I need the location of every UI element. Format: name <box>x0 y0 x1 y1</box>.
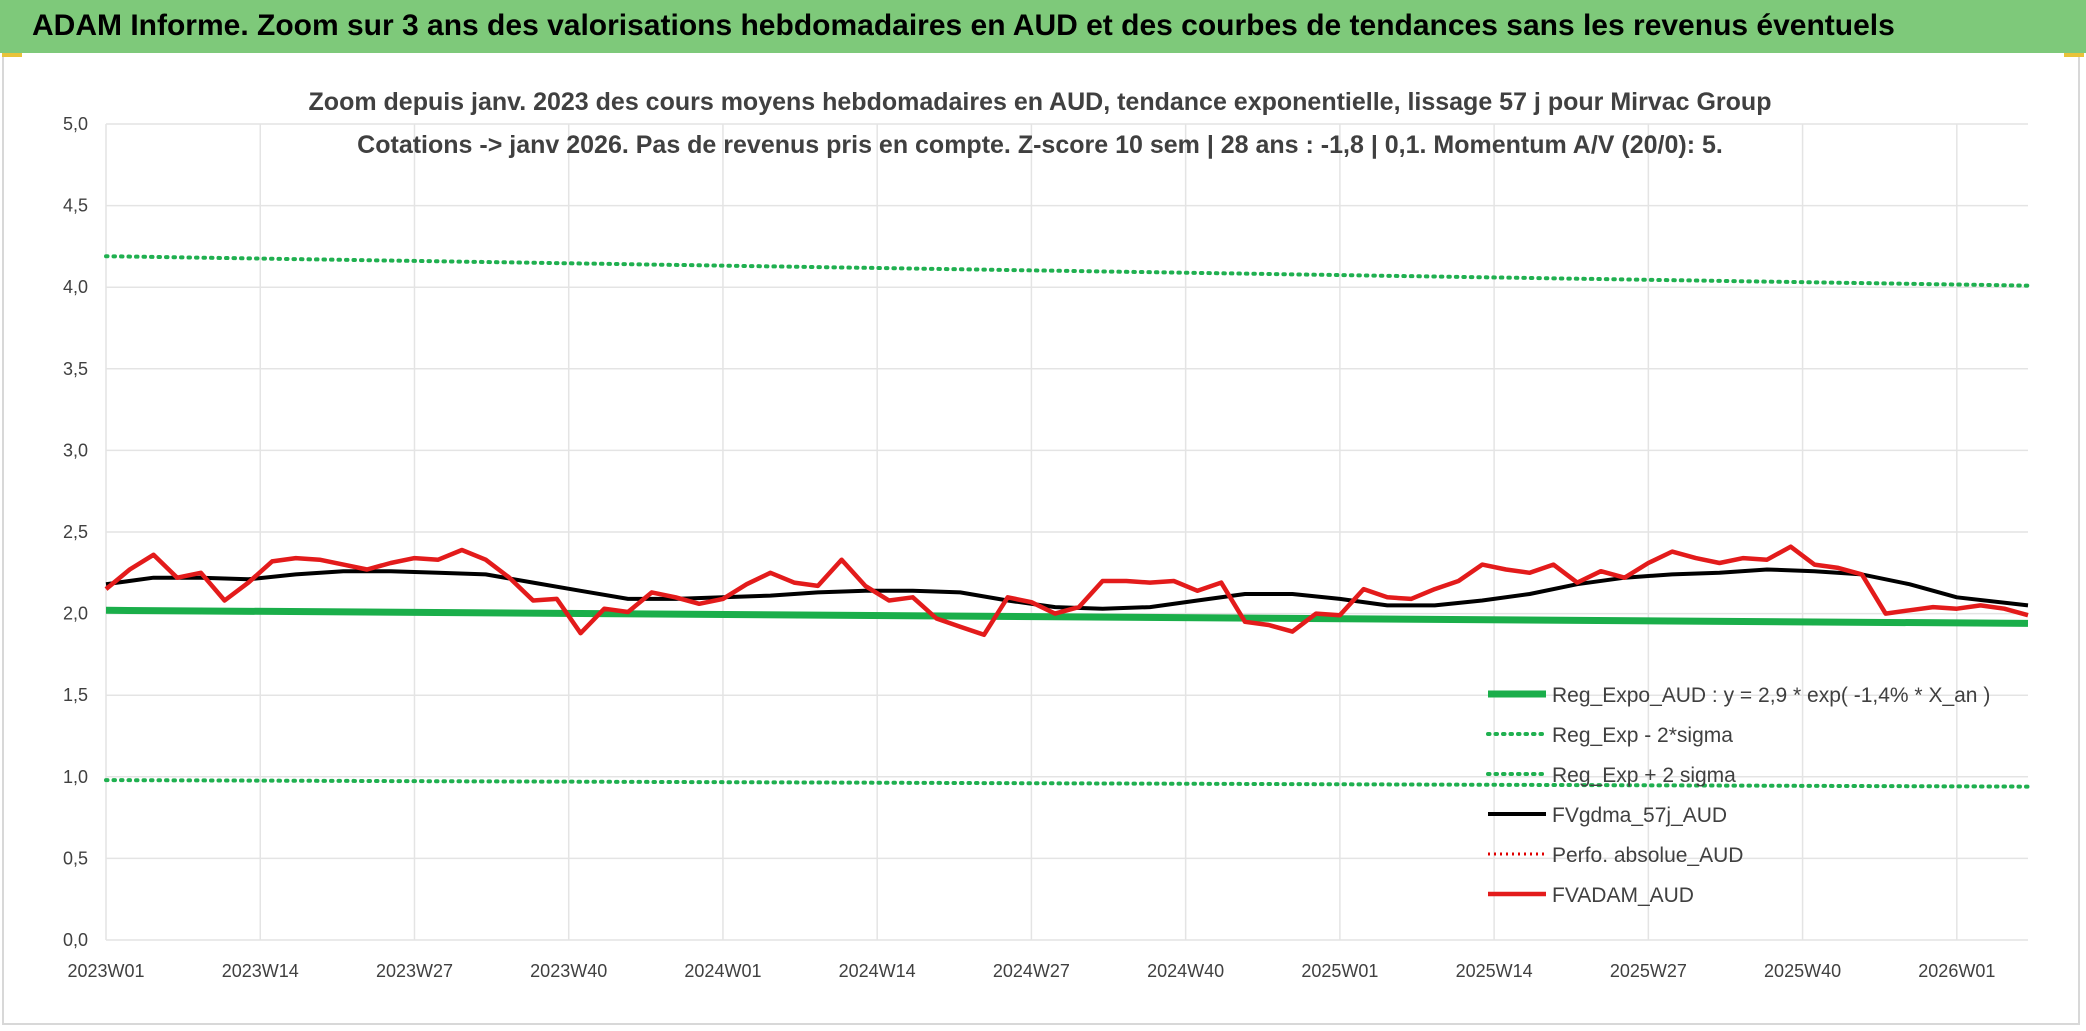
x-tick-label: 2024W14 <box>839 961 916 981</box>
y-tick-label: 0,5 <box>63 848 88 868</box>
chart-title: Zoom depuis janv. 2023 des cours moyens … <box>309 88 1772 116</box>
report-title: ADAM Informe. Zoom sur 3 ans des valoris… <box>32 9 1895 42</box>
x-tick-label: 2025W14 <box>1456 961 1533 981</box>
legend-label-reg_plus: Reg_Exp + 2 sigma <box>1552 764 1736 787</box>
y-tick-label: 1,5 <box>63 685 88 705</box>
x-axis-ticks: 2023W01 2023W14 2023W27 2023W40 2024W01 2024W… <box>67 961 1995 981</box>
series-line-fvadam <box>104 544 2029 638</box>
y-tick-label: 0,0 <box>63 930 88 950</box>
y-axis-ticks: 0,0 0,5 1,0 1,5 2,0 2,5 3,0 3,5 4,0 4,5 5,0 <box>63 114 88 950</box>
y-tick-label: 3,0 <box>63 440 88 460</box>
x-tick-label: 2024W40 <box>1147 961 1224 981</box>
legend-label-fvadam: FVADAM_AUD <box>1552 884 1694 907</box>
legend-label-fvgdma: FVgdma_57j_AUD <box>1552 804 1727 827</box>
series-line-reg_plus <box>104 254 2030 288</box>
frame-corner-left <box>2 53 22 57</box>
chart-grid <box>105 123 2028 941</box>
x-tick-label: 2025W27 <box>1610 961 1687 981</box>
chart-legend: Reg_Expo_AUD : y = 2,9 * exp( -1,4% * X_… <box>1486 684 1990 907</box>
series-line-fvgdma <box>105 567 2029 611</box>
series-line-reg_minus <box>104 778 2030 789</box>
y-tick-label: 5,0 <box>63 114 88 134</box>
chart-subtitle: Cotations -> janv 2026. Pas de revenus p… <box>357 131 1723 159</box>
legend-label-reg_expo: Reg_Expo_AUD : y = 2,9 * exp( -1,4% * X_… <box>1552 684 1990 707</box>
x-tick-label: 2025W40 <box>1764 961 1841 981</box>
x-tick-label: 2026W01 <box>1918 961 1995 981</box>
report-banner: ADAM Informe. Zoom sur 3 ans des valoris… <box>0 0 2086 53</box>
x-tick-label: 2023W14 <box>222 961 299 981</box>
y-tick-label: 4,0 <box>63 277 88 297</box>
y-tick-label: 3,5 <box>63 359 88 379</box>
y-tick-label: 1,0 <box>63 767 88 787</box>
y-tick-label: 2,0 <box>63 604 88 624</box>
legend-label-reg_minus: Reg_Exp - 2*sigma <box>1552 724 1733 747</box>
x-tick-label: 2023W40 <box>530 961 607 981</box>
x-tick-label: 2024W01 <box>684 961 761 981</box>
y-tick-label: 2,5 <box>63 522 88 542</box>
x-tick-label: 2023W01 <box>67 961 144 981</box>
x-tick-label: 2024W27 <box>993 961 1070 981</box>
x-tick-label: 2023W27 <box>376 961 453 981</box>
series-line-reg_expo <box>105 606 2029 627</box>
y-tick-label: 4,5 <box>63 196 88 216</box>
chart-frame <box>2 53 2080 1025</box>
legend-label-perfo: Perfo. absolue_AUD <box>1552 844 1743 867</box>
frame-corner-right <box>2064 53 2084 57</box>
chart-series <box>104 254 2030 789</box>
x-tick-label: 2025W01 <box>1301 961 1378 981</box>
